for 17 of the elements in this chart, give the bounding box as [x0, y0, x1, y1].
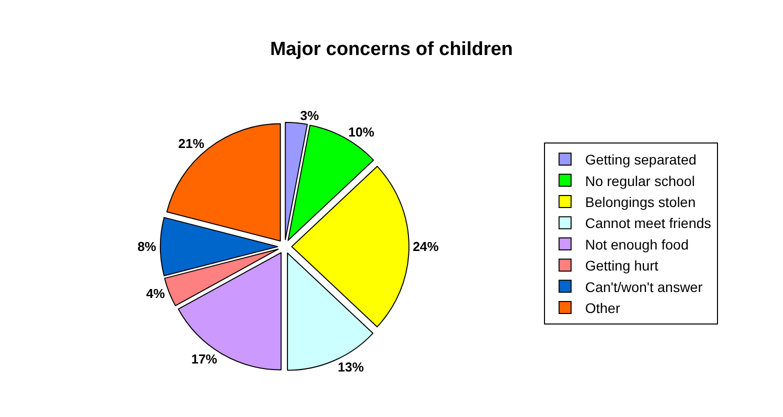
data-label: 13%: [338, 359, 364, 374]
chart-title: Major concerns of children: [270, 39, 513, 60]
legend-label: Getting hurt: [585, 258, 658, 274]
legend-label: Not enough food: [585, 236, 689, 252]
legend-label: Getting separated: [585, 152, 696, 168]
data-label: 17%: [191, 352, 218, 367]
data-label: 3%: [300, 108, 320, 123]
data-label: 10%: [348, 124, 375, 140]
legend-label: Other: [585, 300, 620, 316]
legend-label: No regular school: [585, 172, 695, 189]
legend-label: Belongings stolen: [585, 194, 696, 210]
data-label: 8%: [137, 239, 157, 254]
data-label: 4%: [146, 286, 166, 301]
data-label: 21%: [178, 136, 205, 152]
legend-label: Cannot meet friends: [585, 215, 712, 232]
data-label: 24%: [412, 239, 440, 254]
legend-label: Can't/won't answer: [585, 278, 703, 295]
